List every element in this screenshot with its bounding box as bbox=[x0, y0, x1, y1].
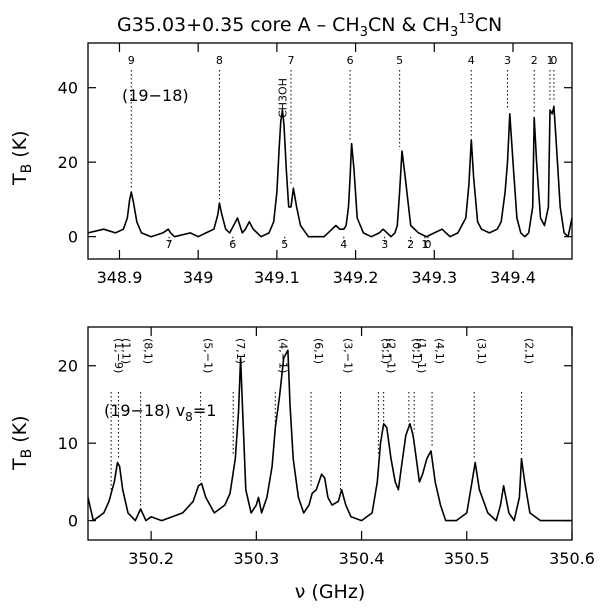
y-tick-label: 20 bbox=[58, 153, 78, 172]
top-spectrum-line bbox=[87, 105, 573, 238]
bottom-spectrum-line bbox=[87, 349, 572, 522]
lower-marker-label: 0 bbox=[424, 238, 431, 251]
methanol-text: CH3OH bbox=[276, 78, 289, 118]
top-plot-frame bbox=[87, 42, 573, 260]
top-y-axis-label: TB (K) bbox=[9, 130, 35, 186]
marker-label: (1,−9) bbox=[112, 338, 125, 373]
x-tick-label: 350.5 bbox=[444, 549, 490, 568]
x-tick-label: 350.4 bbox=[339, 549, 385, 568]
x-tick-label: 349.2 bbox=[333, 268, 379, 287]
upper-marker-label: 7 bbox=[288, 54, 295, 67]
upper-marker-label: 2 bbox=[531, 54, 538, 67]
chart-title: G35.03+0.35 core A – CH3CN & CH313CN bbox=[117, 12, 502, 40]
bottom-annotation-sub: 8 bbox=[185, 410, 193, 424]
upper-marker-label: 9 bbox=[128, 54, 135, 67]
bottom-transition-annotation: (19−18) v8=1 bbox=[104, 401, 216, 424]
title-sub-1: 3 bbox=[360, 25, 368, 40]
marker-label: (6,1) bbox=[312, 338, 325, 364]
upper-marker-label: 1 bbox=[546, 54, 553, 67]
bottom-y-label-sub: B bbox=[19, 449, 35, 459]
y-tick-label: 40 bbox=[58, 79, 78, 98]
x-tick-label: 349.1 bbox=[254, 268, 300, 287]
marker-label: (3,−1) bbox=[342, 338, 355, 373]
upper-marker-label: 6 bbox=[347, 54, 354, 67]
marker-label: (4,1) bbox=[433, 338, 446, 364]
bottom-y-label-unit: (K) bbox=[9, 415, 31, 442]
marker-label: (5,1) bbox=[379, 338, 392, 364]
title-sub-2: 3 bbox=[450, 25, 458, 40]
lower-marker-label: 6 bbox=[229, 238, 236, 251]
marker-label: (1,−1) bbox=[415, 338, 428, 373]
lower-marker-label: 3 bbox=[381, 238, 388, 251]
lower-marker-label: 5 bbox=[281, 238, 288, 251]
top-lower-markers: 7 6 5 4 3 2 10 bbox=[166, 236, 431, 251]
bottom-y-ticks: 0 10 20 bbox=[58, 357, 572, 531]
lower-marker-label: 1 bbox=[421, 238, 428, 251]
marker-label: (7,1) bbox=[234, 338, 247, 364]
top-upper-markers: 9 8 7 6 5 4 3 2 10 bbox=[128, 54, 557, 200]
upper-marker-label: 0 bbox=[550, 54, 557, 67]
y-tick-label: 10 bbox=[58, 434, 78, 453]
lower-marker-label: 7 bbox=[166, 238, 173, 251]
y-tick-label: 0 bbox=[68, 228, 78, 247]
bottom-annotation-tail: =1 bbox=[193, 401, 217, 420]
title-part-3: CN bbox=[475, 14, 502, 36]
upper-marker-label: 4 bbox=[468, 54, 475, 67]
x-tick-label: 349.4 bbox=[490, 268, 536, 287]
upper-marker-label: 3 bbox=[504, 54, 511, 67]
bottom-y-axis-label: TB (K) bbox=[9, 415, 35, 471]
marker-label: (5,−1) bbox=[202, 338, 215, 373]
marker-label: (3,1) bbox=[475, 338, 488, 364]
upper-marker-label: 5 bbox=[396, 54, 403, 67]
top-y-ticks: 0 20 40 bbox=[58, 79, 572, 247]
top-y-label-sub: B bbox=[19, 164, 35, 174]
x-tick-label: 350.3 bbox=[233, 549, 279, 568]
bottom-markers: (1,−9)(1,1) (8,1) (5,−1) (7,1) (4,−1) (6,1) (3… bbox=[110, 338, 535, 507]
title-sup-1: 13 bbox=[458, 12, 475, 27]
title-part-1: G35.03+0.35 core A – CH bbox=[117, 14, 360, 36]
marker-label: (8,1) bbox=[142, 338, 155, 364]
x-axis-label: ν (GHz) bbox=[295, 581, 365, 603]
x-tick-label: 349 bbox=[183, 268, 214, 287]
marker-label: (1,1) bbox=[120, 338, 133, 364]
top-methanol-label: CH3OH bbox=[276, 78, 289, 118]
x-tick-label: 350.6 bbox=[549, 549, 595, 568]
top-y-label-t: T bbox=[9, 173, 31, 186]
top-y-label-unit: (K) bbox=[9, 130, 31, 157]
bottom-x-ticks: 350.2 350.3 350.4 350.5 350.6 bbox=[128, 327, 595, 568]
y-tick-label: 0 bbox=[68, 512, 78, 531]
x-tick-label: 349.3 bbox=[411, 268, 457, 287]
title-part-2: CN & CH bbox=[368, 14, 450, 36]
bottom-plot-frame bbox=[87, 326, 573, 541]
lower-marker-label: 2 bbox=[407, 238, 414, 251]
x-tick-label: 350.2 bbox=[128, 549, 174, 568]
bottom-y-label-t: T bbox=[9, 458, 31, 471]
marker-label: (2,1) bbox=[522, 338, 535, 364]
bottom-annotation-main: (19−18) v bbox=[104, 401, 185, 420]
lower-marker-label: 4 bbox=[340, 238, 347, 251]
marker-label: (2,−1) bbox=[385, 338, 398, 373]
upper-marker-label: 8 bbox=[216, 54, 223, 67]
x-tick-label: 348.9 bbox=[97, 268, 143, 287]
marker-label: (4,−1) bbox=[276, 338, 289, 373]
y-tick-label: 20 bbox=[58, 357, 78, 376]
marker-label: (0,1) bbox=[410, 338, 423, 364]
top-x-ticks: 348.9 349 349.1 349.2 349.3 349.4 bbox=[97, 43, 536, 287]
top-transition-annotation: (19−18) bbox=[122, 86, 189, 105]
